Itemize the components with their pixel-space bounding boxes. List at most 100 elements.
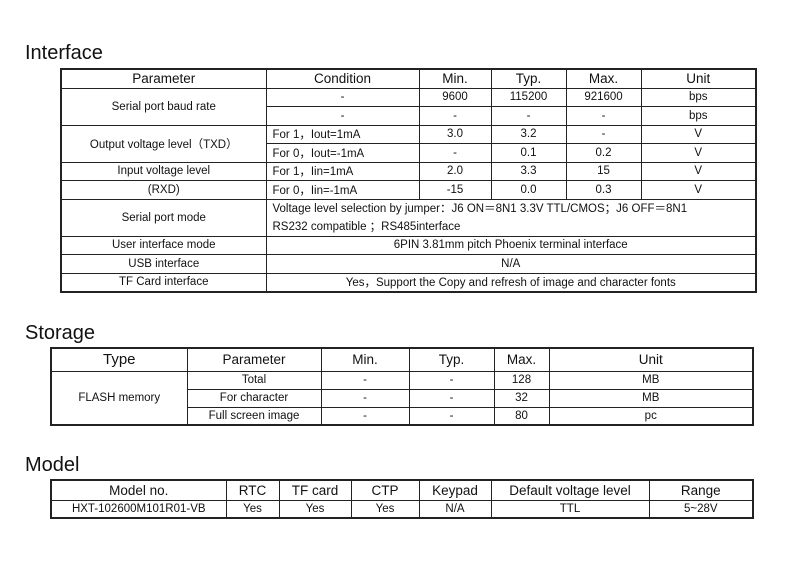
cell: 5~28V: [648, 499, 754, 519]
cell: -: [265, 87, 420, 107]
header-cell: Condition: [265, 68, 420, 89]
header-cell: Unit: [640, 68, 757, 89]
param-cell: Input voltage level: [60, 161, 267, 181]
cell: -: [320, 406, 410, 426]
cell: pc: [548, 406, 754, 426]
header-cell: Parameter: [60, 68, 267, 89]
header-cell: Parameter: [186, 347, 322, 372]
cell: 3.0: [418, 124, 492, 144]
header-cell: TF card: [278, 479, 352, 501]
cell: TTL: [490, 499, 650, 519]
cell: 0.3: [565, 180, 642, 200]
table-row: Input voltage level For 1，Iin=1mA 2.0 3.3 1…: [60, 161, 757, 181]
header-row: Model no. RTC TF card CTP Keypad Default volt…: [50, 479, 754, 501]
cell: For 1，Iout=1mA: [265, 124, 420, 144]
model-heading: Model: [25, 454, 80, 476]
header-cell: Min.: [320, 347, 410, 372]
cell: MB: [548, 370, 754, 390]
type-cell: FLASH memory: [50, 370, 188, 426]
cell: V: [640, 180, 757, 200]
cell: 3.2: [490, 124, 567, 144]
cell: 3.3: [490, 161, 567, 181]
cell: -: [320, 370, 410, 390]
header-cell: Default voltage level: [490, 479, 650, 501]
header-row: Parameter Condition Min. Typ. Max. Unit: [60, 68, 757, 89]
header-cell: CTP: [350, 479, 420, 501]
cell: For character: [186, 388, 322, 408]
header-row: Type Parameter Min. Typ. Max. Unit: [50, 347, 754, 372]
header-cell: Keypad: [418, 479, 492, 501]
interface-table: Parameter Condition Min. Typ. Max. Unit Seria…: [60, 68, 757, 293]
param-cell: Serial port baud rate: [60, 87, 267, 126]
interface-heading: Interface: [25, 42, 103, 64]
header-cell: Unit: [548, 347, 754, 372]
cell: For 0，Iin=-1mA: [265, 180, 420, 200]
header-cell: RTC: [225, 479, 280, 501]
table-row: Output voltage level（TXD） For 1，Iout=1mA…: [60, 124, 757, 163]
cell: -: [408, 370, 495, 390]
cell: -: [320, 388, 410, 408]
cell: Full screen image: [186, 406, 322, 426]
cell: 0.0: [490, 180, 567, 200]
param-cell: USB interface: [60, 254, 267, 274]
cell: 80: [493, 406, 550, 426]
cell: 0.2: [565, 143, 642, 163]
serial-mode-value: Voltage level selection by jumper：J6 ON＝…: [265, 198, 757, 237]
header-cell: Max.: [565, 68, 642, 89]
cell: MB: [548, 388, 754, 408]
table-row: (RXD) For 0，Iin=-1mA -15 0.0 0.3 V: [60, 180, 757, 200]
cell: -: [565, 124, 642, 144]
cell: V: [640, 143, 757, 163]
cell: Yes: [225, 499, 280, 519]
header-cell: Range: [648, 479, 754, 501]
line: RS232 compatible ；RS485interface: [272, 220, 461, 233]
param-cell: TF Card interface: [60, 272, 267, 292]
header-cell: Min.: [418, 68, 492, 89]
cell: For 0，Iout=-1mA: [265, 143, 420, 163]
param-cell: Serial port mode: [60, 198, 267, 237]
table-row: Serial port mode Voltage level selection…: [60, 198, 757, 237]
cell: 921600: [565, 87, 642, 107]
header-cell: Typ.: [408, 347, 495, 372]
table-row: - - - - bps: [61, 106, 757, 126]
cell: N/A: [418, 499, 492, 519]
cell: 0.1: [490, 143, 567, 163]
table-row: User interface mode 6PIN 3.81mm pitch Pho…: [60, 235, 757, 255]
cell: 32: [493, 388, 550, 408]
cell: V: [640, 124, 757, 144]
cell: For 1，Iin=1mA: [265, 161, 420, 181]
table-row: For 0，Iout=-1mA -0.1 0.2 V: [61, 143, 757, 163]
cell: -15: [418, 180, 492, 200]
cell: Yes: [350, 499, 420, 519]
cell: 128: [493, 370, 550, 390]
model-table: Model no. RTC TF card CTP Keypad Default volt…: [50, 479, 754, 519]
cell: bps: [640, 87, 757, 107]
cell: -: [418, 143, 492, 163]
cell: HXT-102600M101R01-VB: [50, 499, 227, 519]
table-row: Serial port baud rate -9600 115200 921600 b…: [60, 87, 757, 126]
header-cell: Typ.: [490, 68, 567, 89]
storage-table: Type Parameter Min. Typ. Max. Unit FLASH memo…: [50, 347, 754, 426]
cell: 6PIN 3.81mm pitch Phoenix terminal inter…: [265, 235, 757, 255]
param-cell: (RXD): [60, 180, 267, 200]
cell: 15: [565, 161, 642, 181]
cell: V: [640, 161, 757, 181]
table-row: For character - -32 MB: [51, 388, 754, 408]
storage-heading: Storage: [25, 322, 96, 344]
param-cell: User interface mode: [60, 235, 267, 255]
cell: bps: [640, 106, 757, 126]
cell: -: [565, 106, 642, 126]
cell: 9600: [418, 87, 492, 107]
cell: -: [265, 106, 420, 126]
table-row: HXT-102600M101R01-VB Yes Yes Yes N/A TTL 5~28V: [50, 499, 754, 519]
cell: 2.0: [418, 161, 492, 181]
table-row: USB interface N/A: [60, 254, 757, 274]
cell: 115200: [490, 87, 567, 107]
table-row: TF Card interface Yes，Support the Copy an…: [60, 272, 757, 292]
table-row: FLASH memory Total - -128 MB: [50, 370, 754, 426]
cell: Yes: [278, 499, 352, 519]
cell: Total: [186, 370, 322, 390]
table-row: Full screen image - -80 pc: [51, 406, 754, 426]
cell: -: [490, 106, 567, 126]
cell: Yes，Support the Copy and refresh of imag…: [265, 272, 757, 292]
